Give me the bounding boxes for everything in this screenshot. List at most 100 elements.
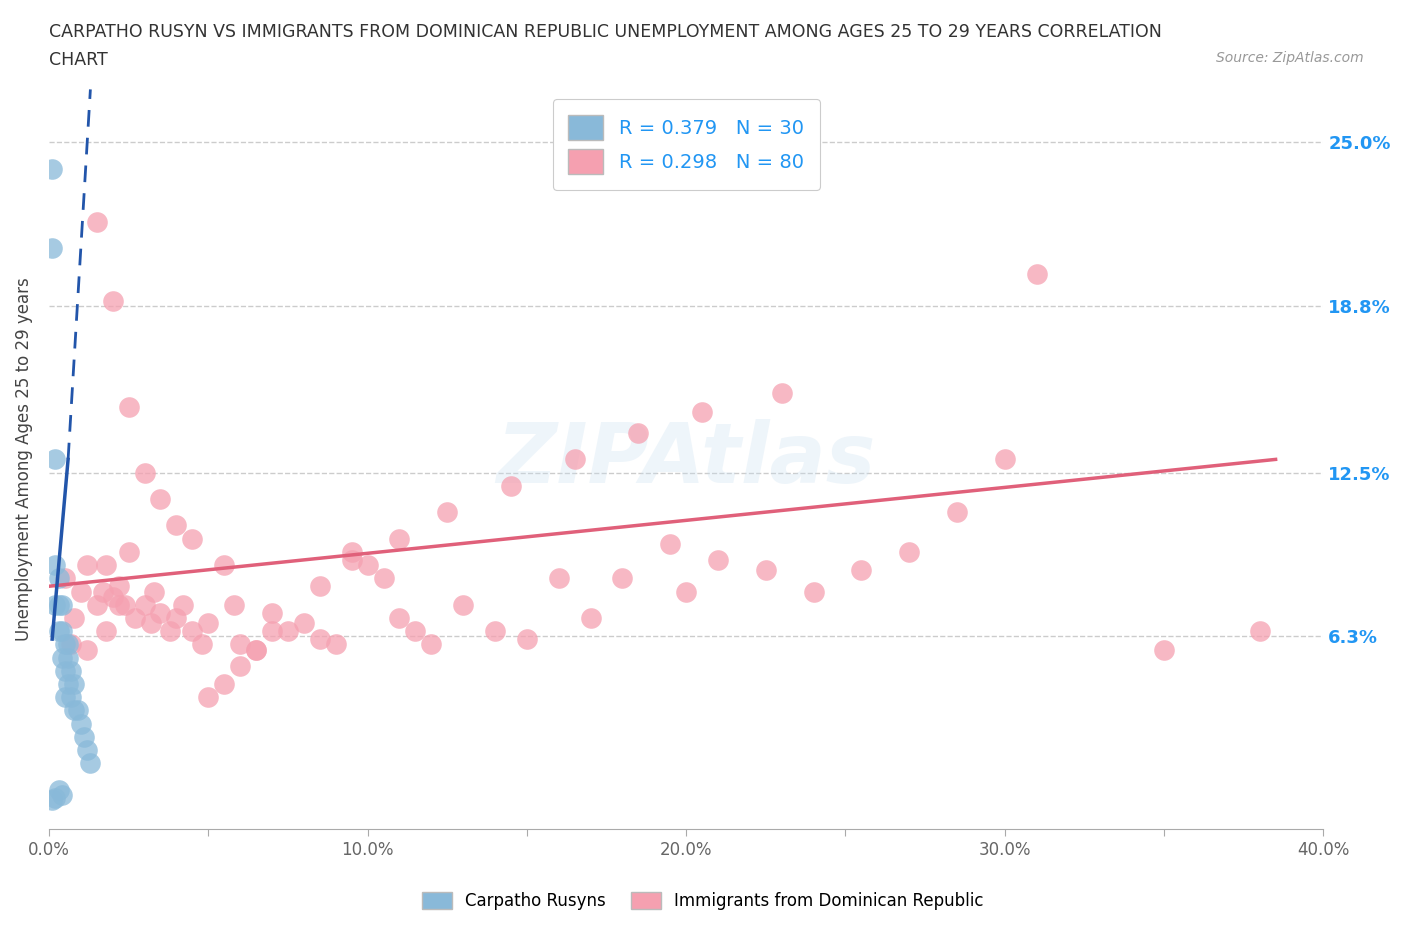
Point — [86, 597, 108, 612]
Point — [579, 610, 602, 625]
Point — [41, 793, 63, 808]
Point — [44, 452, 66, 467]
Point — [516, 631, 538, 646]
Point — [117, 399, 139, 414]
Point — [134, 597, 156, 612]
Point — [101, 293, 124, 308]
Point — [96, 624, 118, 639]
Point — [191, 637, 214, 652]
Point — [79, 756, 101, 771]
Point — [53, 690, 76, 705]
Point — [260, 605, 283, 620]
Point — [436, 505, 458, 520]
Point — [117, 544, 139, 559]
Point — [76, 558, 98, 573]
Point — [76, 743, 98, 758]
Point — [564, 452, 586, 467]
Point — [260, 624, 283, 639]
Point — [66, 703, 89, 718]
Point — [404, 624, 426, 639]
Point — [707, 552, 730, 567]
Point — [612, 571, 634, 586]
Point — [63, 703, 86, 718]
Point — [53, 637, 76, 652]
Point — [63, 677, 86, 692]
Legend: R = 0.379   N = 30, R = 0.298   N = 80: R = 0.379 N = 30, R = 0.298 N = 80 — [553, 100, 820, 190]
Point — [388, 531, 411, 546]
Point — [197, 616, 219, 631]
Point — [803, 584, 825, 599]
Point — [56, 650, 79, 665]
Point — [60, 663, 83, 678]
Point — [48, 597, 70, 612]
Point — [91, 584, 114, 599]
Point — [245, 643, 267, 658]
Point — [53, 571, 76, 586]
Point — [48, 624, 70, 639]
Point — [69, 584, 91, 599]
Text: ZIPAtlas: ZIPAtlas — [496, 418, 876, 500]
Point — [44, 558, 66, 573]
Point — [172, 597, 194, 612]
Point — [659, 537, 682, 551]
Point — [420, 637, 443, 652]
Point — [851, 563, 873, 578]
Point — [994, 452, 1017, 467]
Point — [1249, 624, 1271, 639]
Point — [547, 571, 569, 586]
Point — [114, 597, 136, 612]
Point — [69, 716, 91, 731]
Point — [56, 637, 79, 652]
Point — [134, 465, 156, 480]
Point — [159, 624, 181, 639]
Point — [165, 610, 187, 625]
Text: Source: ZipAtlas.com: Source: ZipAtlas.com — [1216, 51, 1364, 65]
Point — [898, 544, 921, 559]
Point — [690, 405, 713, 419]
Point — [73, 729, 96, 744]
Point — [149, 605, 172, 620]
Point — [627, 426, 650, 441]
Point — [770, 386, 793, 401]
Point — [212, 558, 235, 573]
Point — [124, 610, 146, 625]
Point — [484, 624, 506, 639]
Point — [499, 478, 522, 493]
Point — [51, 788, 73, 803]
Point — [60, 637, 83, 652]
Point — [308, 631, 330, 646]
Point — [53, 663, 76, 678]
Point — [48, 782, 70, 797]
Point — [86, 214, 108, 229]
Point — [197, 690, 219, 705]
Point — [51, 650, 73, 665]
Point — [229, 637, 252, 652]
Point — [325, 637, 347, 652]
Point — [51, 624, 73, 639]
Point — [356, 558, 378, 573]
Point — [222, 597, 245, 612]
Point — [41, 241, 63, 256]
Point — [373, 571, 395, 586]
Point — [1153, 643, 1175, 658]
Point — [108, 597, 131, 612]
Point — [41, 161, 63, 176]
Point — [755, 563, 778, 578]
Point — [340, 544, 363, 559]
Point — [63, 610, 86, 625]
Point — [51, 597, 73, 612]
Point — [340, 552, 363, 567]
Point — [139, 616, 162, 631]
Point — [181, 624, 204, 639]
Point — [143, 584, 166, 599]
Point — [101, 590, 124, 604]
Point — [44, 790, 66, 805]
Point — [56, 677, 79, 692]
Point — [1025, 267, 1047, 282]
Point — [44, 597, 66, 612]
Point — [76, 643, 98, 658]
Point — [181, 531, 204, 546]
Point — [165, 518, 187, 533]
Point — [388, 610, 411, 625]
Point — [108, 578, 131, 593]
